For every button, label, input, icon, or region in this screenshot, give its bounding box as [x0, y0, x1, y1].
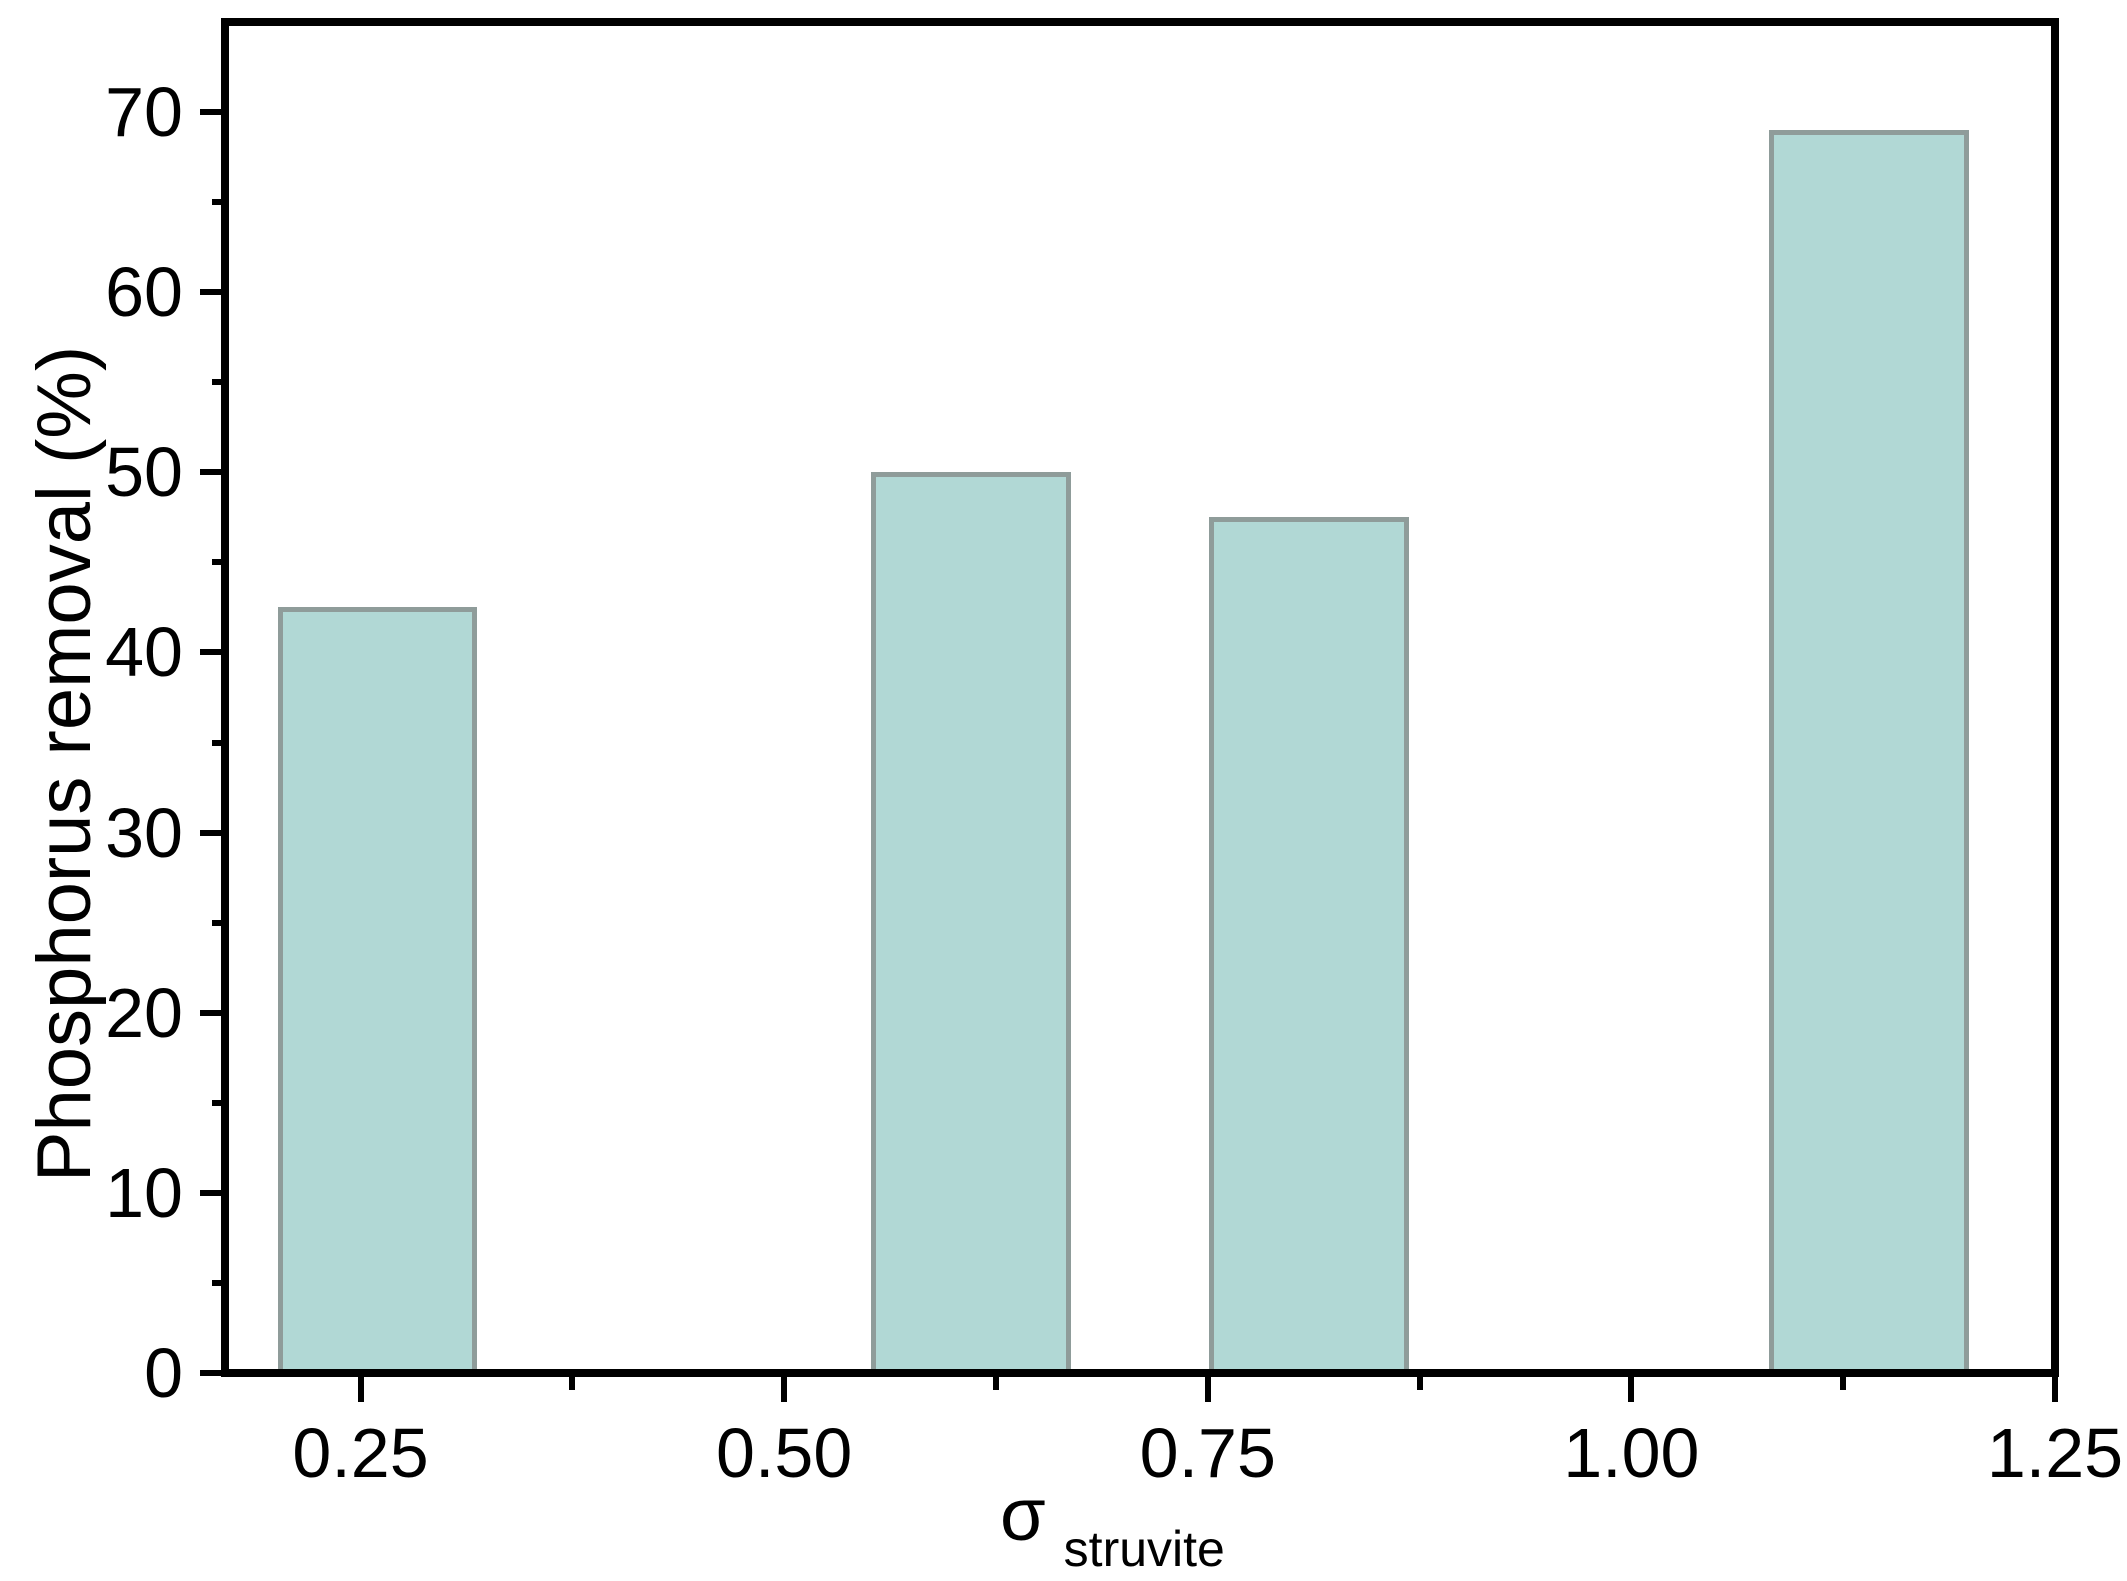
x-tick-label: 0.25 [292, 1414, 429, 1492]
y-tick-label: 50 [105, 433, 183, 512]
y-tick-label: 10 [105, 1153, 183, 1232]
x-axis-title-symbol: σ [1000, 1473, 1046, 1556]
y-major-tick [200, 469, 225, 476]
bar [277, 607, 478, 1377]
y-tick-label: 30 [105, 793, 183, 872]
y-tick-label: 70 [105, 73, 183, 152]
y-tick-label: 20 [105, 973, 183, 1052]
x-major-tick [2052, 1377, 2058, 1402]
y-major-tick [200, 1009, 225, 1016]
y-major-tick [200, 1189, 225, 1196]
x-major-tick [781, 1377, 788, 1402]
y-tick-label: 40 [105, 613, 183, 692]
y-tick-label: 60 [105, 253, 183, 332]
x-major-tick [357, 1377, 364, 1402]
y-major-tick [200, 1370, 225, 1376]
y-axis-title: Phosphorus removal (%) [22, 345, 107, 1183]
y-major-tick [200, 109, 225, 116]
x-minor-tick [992, 1377, 999, 1390]
x-tick-label: 0.75 [1139, 1414, 1276, 1492]
x-tick-label: 0.50 [716, 1414, 853, 1492]
y-major-tick [200, 829, 225, 836]
x-tick-label: 1.25 [1986, 1414, 2124, 1492]
bar [870, 472, 1071, 1377]
x-major-tick [1204, 1377, 1211, 1402]
x-axis-title-subscript: struvite [1063, 1521, 1225, 1577]
y-major-tick [200, 289, 225, 296]
x-tick-label: 1.00 [1563, 1414, 1700, 1492]
y-major-tick [200, 649, 225, 656]
bar [1768, 130, 1969, 1377]
y-minor-tick [212, 739, 225, 746]
x-minor-tick [1416, 1377, 1423, 1390]
x-minor-tick [569, 1377, 576, 1390]
y-minor-tick [212, 1279, 225, 1286]
y-tick-label: 0 [144, 1334, 183, 1412]
x-axis-title: σ struvite [1000, 1473, 1225, 1577]
x-major-tick [1628, 1377, 1635, 1402]
y-minor-tick [212, 1099, 225, 1106]
y-minor-tick [212, 919, 225, 926]
y-minor-tick [212, 379, 225, 386]
bar [1209, 517, 1410, 1377]
x-minor-tick [1840, 1377, 1847, 1390]
y-minor-tick [212, 199, 225, 206]
y-minor-tick [212, 559, 225, 566]
